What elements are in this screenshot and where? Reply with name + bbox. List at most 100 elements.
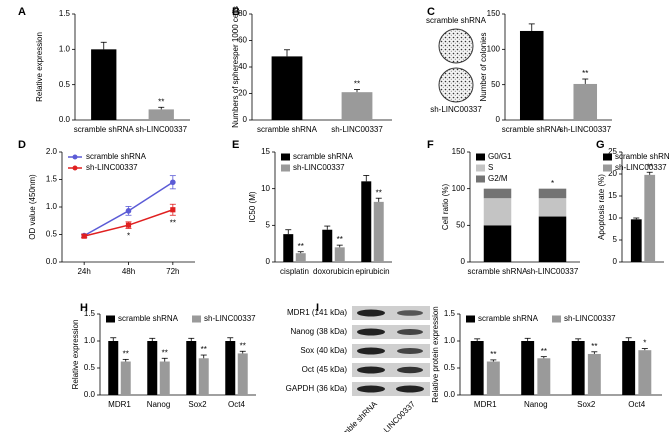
legend-swatch [476, 153, 485, 161]
significance: ** [240, 341, 246, 350]
x-tick-label: Nanog [524, 400, 548, 409]
significance: ** [123, 349, 129, 358]
significance: ** [490, 350, 496, 359]
blot-band [357, 366, 385, 374]
point [81, 233, 87, 239]
x-tick-label: Sox2 [577, 400, 596, 409]
y-tick-label: 1.5 [84, 309, 96, 318]
bar [644, 174, 656, 262]
y-axis-label: OD value (450nm) [28, 174, 37, 240]
x-tick-label: Oct4 [628, 400, 645, 409]
significance: ** [201, 345, 207, 354]
y-tick-label: 150 [452, 147, 466, 156]
x-tick-label: scramble shRNA [502, 125, 563, 134]
bar [120, 361, 131, 395]
y-tick-label: 0.5 [59, 80, 71, 89]
bar [470, 341, 484, 395]
bar [91, 49, 117, 121]
y-tick-label: 5 [613, 235, 618, 244]
y-tick-label: 0.0 [84, 390, 96, 399]
legend-label: scramble shRNA [478, 314, 539, 323]
blot-band [357, 385, 385, 393]
y-axis-label: Relative expression [71, 320, 80, 390]
bar-segment [538, 188, 567, 199]
legend-label: scramble shRNA [293, 152, 354, 161]
bar-segment [483, 188, 512, 199]
legend-label: sh-LINC00337 [86, 163, 138, 172]
y-axis-label: Number of colonies [479, 33, 488, 102]
significance: ** [376, 188, 382, 197]
x-tick-label: sh-LINC00337 [559, 125, 611, 134]
panel-label: C [427, 6, 435, 18]
bar [186, 341, 197, 395]
significance: ** [647, 162, 653, 171]
y-tick-label: 1.0 [444, 336, 456, 345]
bar [573, 83, 598, 120]
significance: * [551, 179, 554, 188]
x-tick-label: MDR1 [108, 400, 131, 409]
significance: * [643, 339, 646, 348]
panel-label: H [80, 302, 88, 314]
y-tick-label: 1.5 [46, 175, 58, 184]
bar [341, 92, 373, 120]
y-tick-label: 0.0 [59, 115, 71, 124]
bar [108, 341, 119, 395]
x-tick-label: scramble shRNA [257, 125, 318, 134]
bar [373, 201, 384, 262]
legend-swatch [552, 315, 562, 323]
bar [198, 358, 209, 395]
legend-swatch [603, 153, 612, 161]
x-tick-label: Nanog [147, 400, 171, 409]
y-tick-label: 20 [238, 89, 247, 98]
legend-label: sh-LINC00337 [564, 314, 616, 323]
legend-label: G2/M [488, 174, 508, 183]
y-tick-label: 1.5 [59, 9, 71, 18]
blot-band [357, 347, 385, 355]
panel-label: E [232, 139, 239, 151]
y-tick-label: 1.0 [84, 336, 96, 345]
x-tick-label: 24h [77, 267, 90, 276]
legend-label: sh-LINC00337 [204, 314, 256, 323]
y-tick-label: 150 [487, 9, 501, 18]
legend-label: sh-LINC00337 [615, 163, 667, 172]
x-tick-label: sh-LINC00337 [331, 125, 383, 134]
blot-label: Sox (40 kDa) [300, 346, 347, 355]
y-tick-label: 50 [491, 80, 500, 89]
y-tick-label: 15 [608, 191, 617, 200]
x-tick-label: Sox2 [188, 400, 207, 409]
point [125, 222, 132, 228]
significance: ** [582, 69, 588, 78]
bar [519, 30, 544, 120]
y-tick-label: 50 [456, 220, 465, 229]
blot-strip [352, 363, 430, 377]
blot-strip [352, 325, 430, 339]
bar [638, 350, 652, 395]
significance: ** [541, 347, 547, 356]
y-axis-label: Relative protein expression [431, 306, 440, 403]
panel-label: I [316, 302, 319, 314]
y-tick-label: 0.5 [46, 230, 58, 239]
legend-label: scramble shRNA [118, 314, 179, 323]
panel-label: B [232, 6, 240, 18]
bar-segment [483, 225, 512, 262]
bar [283, 234, 294, 262]
y-axis-label: Cell ratio (%) [441, 184, 450, 231]
y-tick-label: 0 [266, 257, 271, 266]
bar [622, 341, 636, 395]
legend-swatch [466, 315, 475, 323]
bar [486, 361, 500, 395]
bar [571, 341, 585, 395]
blot-band [396, 385, 424, 393]
blot-band [397, 366, 423, 374]
y-tick-label: 10 [608, 213, 617, 222]
blot-strip [352, 306, 430, 320]
y-tick-label: 80 [238, 9, 247, 18]
y-tick-label: 0.0 [444, 390, 456, 399]
blot-band [397, 329, 423, 335]
blot-lane-label: scramble shRNA [330, 399, 379, 432]
y-axis-label: Relative expression [35, 32, 44, 102]
significance: ** [591, 342, 597, 351]
point [170, 179, 176, 186]
significance: ** [298, 242, 304, 251]
